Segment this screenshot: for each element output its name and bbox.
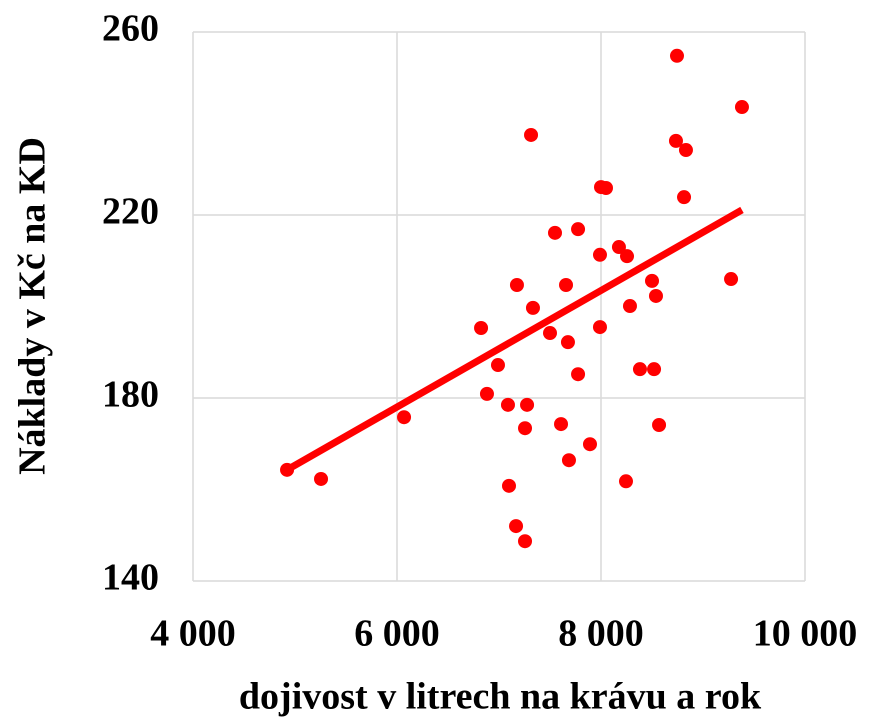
data-point xyxy=(571,367,586,382)
data-point xyxy=(669,48,684,63)
data-point xyxy=(479,386,494,401)
data-point xyxy=(620,249,635,264)
y-tick-label: 260 xyxy=(102,8,159,50)
data-point xyxy=(652,417,667,432)
data-point xyxy=(509,277,524,292)
data-point xyxy=(561,453,576,468)
data-point xyxy=(474,321,489,336)
data-point xyxy=(554,417,569,432)
data-point xyxy=(592,320,607,335)
data-point xyxy=(520,397,535,412)
data-point xyxy=(618,474,633,489)
data-point xyxy=(592,247,607,262)
data-point xyxy=(622,299,637,314)
data-point xyxy=(524,127,539,142)
data-point xyxy=(509,519,524,534)
data-point xyxy=(668,133,683,148)
data-point xyxy=(547,225,562,240)
data-point xyxy=(560,335,575,350)
data-point xyxy=(490,358,505,373)
x-tick-label: 4 000 xyxy=(150,613,236,655)
data-point xyxy=(543,326,557,341)
y-tick-label: 180 xyxy=(102,374,159,416)
data-point xyxy=(724,272,739,287)
data-point xyxy=(571,222,586,237)
data-point xyxy=(518,534,533,549)
data-point xyxy=(647,362,662,377)
data-point xyxy=(677,190,692,205)
data-point xyxy=(500,397,515,412)
y-axis-label: Náklady v Kč na KD xyxy=(12,137,54,475)
data-point xyxy=(501,478,516,493)
data-point xyxy=(632,362,647,377)
data-point xyxy=(559,277,574,292)
data-point xyxy=(518,421,533,436)
x-tick-label: 6 000 xyxy=(354,613,440,655)
data-point xyxy=(645,273,659,288)
data-point xyxy=(397,410,412,425)
data-point xyxy=(525,300,540,315)
x-axis-label: dojivost v litrech na krávu a rok xyxy=(239,676,762,718)
data-point xyxy=(611,240,626,255)
x-tick-label: 8 000 xyxy=(558,613,644,655)
x-tick-label: 10 000 xyxy=(753,613,858,655)
y-tick-label: 220 xyxy=(102,191,159,233)
data-point xyxy=(734,100,749,115)
y-tick-label: 140 xyxy=(102,557,159,599)
data-point xyxy=(648,288,663,303)
data-point xyxy=(598,181,613,196)
data-point xyxy=(582,437,597,452)
data-point xyxy=(314,471,329,486)
data-point xyxy=(678,143,693,158)
trendline xyxy=(285,206,744,473)
